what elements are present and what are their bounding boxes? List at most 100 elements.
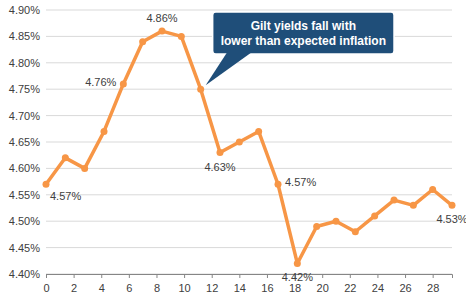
grid — [46, 10, 452, 274]
marker — [429, 186, 436, 193]
y-tick-label: 4.70% — [9, 110, 40, 122]
x-tick-label: 12 — [206, 282, 218, 294]
x-axis: 0246810121416182022242628 — [43, 274, 452, 294]
marker — [410, 202, 417, 209]
x-tick: 20 — [317, 274, 329, 294]
x-tick-label: 28 — [427, 282, 439, 294]
y-tick-label: 4.50% — [9, 215, 40, 227]
marker — [217, 149, 224, 156]
marker — [236, 139, 243, 146]
x-tick: 6 — [126, 274, 132, 294]
x-tick-label: 0 — [43, 282, 49, 294]
x-tick-mark — [267, 274, 268, 278]
x-tick: 28 — [427, 274, 439, 294]
y-tick: 4.40% — [9, 268, 46, 280]
marker — [352, 228, 359, 235]
marker — [101, 128, 108, 135]
data-label: 4.57% — [50, 190, 81, 202]
x-tick-label: 26 — [399, 282, 411, 294]
y-tick: 4.65% — [9, 136, 46, 148]
y-tick: 4.50% — [9, 215, 46, 227]
x-tick: 8 — [154, 274, 160, 294]
annotation-pointer — [206, 53, 251, 85]
x-tick-mark — [74, 274, 75, 278]
x-tick: 22 — [344, 274, 356, 294]
annotation: Gilt yields fall withlower than expected… — [206, 12, 394, 85]
grid-line — [46, 194, 452, 195]
x-tick-label: 14 — [234, 282, 246, 294]
marker — [43, 181, 50, 188]
x-tick: 16 — [261, 274, 273, 294]
marker — [313, 223, 320, 230]
chart: 4.40%4.45%4.50%4.55%4.60%4.65%4.70%4.75%… — [0, 0, 466, 304]
annotation-line: Gilt yields fall with — [251, 19, 356, 33]
x-tick: 4 — [99, 274, 105, 294]
grid-line — [46, 115, 452, 116]
y-tick-label: 4.85% — [9, 30, 40, 42]
y-tick: 4.60% — [9, 162, 46, 174]
marker — [255, 128, 262, 135]
y-tick-label: 4.60% — [9, 162, 40, 174]
annotation-text: Gilt yields fall withlower than expected… — [221, 19, 386, 48]
marker — [159, 28, 166, 35]
x-tick-label: 16 — [261, 282, 273, 294]
y-tick-label: 4.45% — [9, 242, 40, 254]
marker — [449, 202, 456, 209]
annotation-line: lower than expected inflation — [221, 34, 386, 48]
marker — [294, 260, 301, 267]
x-tick-label: 8 — [154, 282, 160, 294]
x-tick-mark — [212, 274, 213, 278]
x-tick-mark — [156, 274, 157, 278]
x-tick-mark — [184, 274, 185, 278]
data-label: 4.42% — [282, 271, 313, 283]
marker — [275, 181, 282, 188]
marker — [371, 212, 378, 219]
grid-line — [46, 62, 452, 63]
y-tick-label: 4.75% — [9, 83, 40, 95]
x-tick-label: 24 — [372, 282, 384, 294]
marker — [178, 33, 185, 40]
data-label: 4.57% — [285, 176, 316, 188]
y-tick-label: 4.90% — [9, 4, 40, 16]
x-tick-mark — [239, 274, 240, 278]
y-tick: 4.85% — [9, 30, 46, 42]
y-tick: 4.70% — [9, 110, 46, 122]
x-tick-mark — [46, 274, 47, 278]
series — [43, 28, 456, 267]
data-labels: 4.57% 4.76% 4.86% 4.63% 4.57% 4.42% 4.53% — [50, 12, 466, 283]
x-tick: 10 — [178, 274, 190, 294]
data-label: 4.63% — [204, 161, 235, 173]
y-tick-label: 4.80% — [9, 57, 40, 69]
line — [46, 31, 452, 263]
x-tick-mark — [322, 274, 323, 278]
y-tick: 4.45% — [9, 242, 46, 254]
x-tick: 2 — [71, 274, 77, 294]
marker — [62, 154, 69, 161]
x-tick-mark — [433, 274, 434, 278]
grid-line — [46, 142, 452, 143]
x-tick-mark — [377, 274, 378, 278]
x-tick: 26 — [399, 274, 411, 294]
data-label: 4.53% — [436, 213, 466, 225]
y-tick: 4.90% — [9, 4, 46, 16]
y-tick: 4.80% — [9, 57, 46, 69]
marker — [333, 218, 340, 225]
x-tick-label: 22 — [344, 282, 356, 294]
x-tick-label: 18 — [289, 282, 301, 294]
x-tick-mark — [405, 274, 406, 278]
grid-line — [46, 10, 452, 11]
x-tick-mark — [129, 274, 130, 278]
x-tick-label: 4 — [99, 282, 105, 294]
x-axis-line — [47, 275, 453, 279]
grid-line — [46, 89, 452, 90]
marker — [391, 197, 398, 204]
x-tick-mark — [350, 274, 351, 278]
data-label: 4.86% — [146, 12, 177, 24]
data-label: 4.76% — [85, 76, 116, 88]
y-tick-label: 4.65% — [9, 136, 40, 148]
annotation-box — [213, 12, 394, 54]
x-tick: 24 — [372, 274, 384, 294]
x-tick: 14 — [234, 274, 246, 294]
y-tick: 4.75% — [9, 83, 46, 95]
x-tick: 12 — [206, 274, 218, 294]
